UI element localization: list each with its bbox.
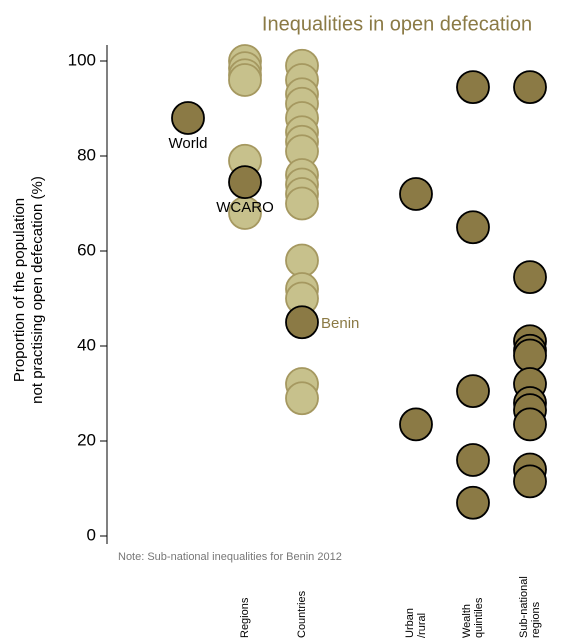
y-tick-label: 60 (77, 240, 96, 259)
dot (285, 243, 319, 278)
dot (456, 443, 490, 477)
dot (171, 101, 205, 135)
x-tick-label: Sub-national (518, 576, 530, 638)
dot (228, 63, 262, 97)
note: Note: Sub-national inequalities for Beni… (118, 551, 342, 563)
x-tick-label: Wealth (461, 604, 473, 638)
annotation: Benin (321, 315, 359, 332)
dot (285, 186, 319, 221)
dot (228, 165, 262, 200)
dot (513, 70, 547, 105)
x-tick-label: /rural (416, 613, 428, 638)
y-tick-label: 20 (77, 430, 96, 449)
x-tick-label: regions (530, 601, 542, 638)
dot (513, 407, 547, 442)
dot (399, 407, 433, 442)
annotation: WCARO (216, 199, 274, 216)
dot (456, 374, 490, 409)
dot (456, 485, 490, 520)
x-tick-label: quintiles (473, 597, 485, 638)
y-tick-label: 100 (68, 50, 96, 69)
dot (456, 70, 490, 105)
y-tick-label: 40 (77, 335, 96, 354)
dot (285, 305, 319, 340)
dot (513, 338, 547, 373)
dot (285, 381, 319, 416)
dot (456, 210, 490, 245)
y-axis-label: Proportion of the population (11, 198, 28, 382)
dot (513, 464, 547, 499)
dot (513, 260, 547, 295)
x-tick-label: Urban (404, 608, 416, 638)
dot (399, 177, 433, 211)
y-axis-label: not practising open defecation (%) (29, 176, 46, 404)
x-tick-label: Regions (239, 597, 251, 638)
annotation: World (169, 135, 208, 152)
y-tick-label: 80 (77, 145, 96, 164)
x-tick-label: Countries (296, 590, 308, 638)
y-tick-label: 0 (87, 525, 96, 544)
chart-title: Inequalities in open defecation (262, 13, 532, 35)
